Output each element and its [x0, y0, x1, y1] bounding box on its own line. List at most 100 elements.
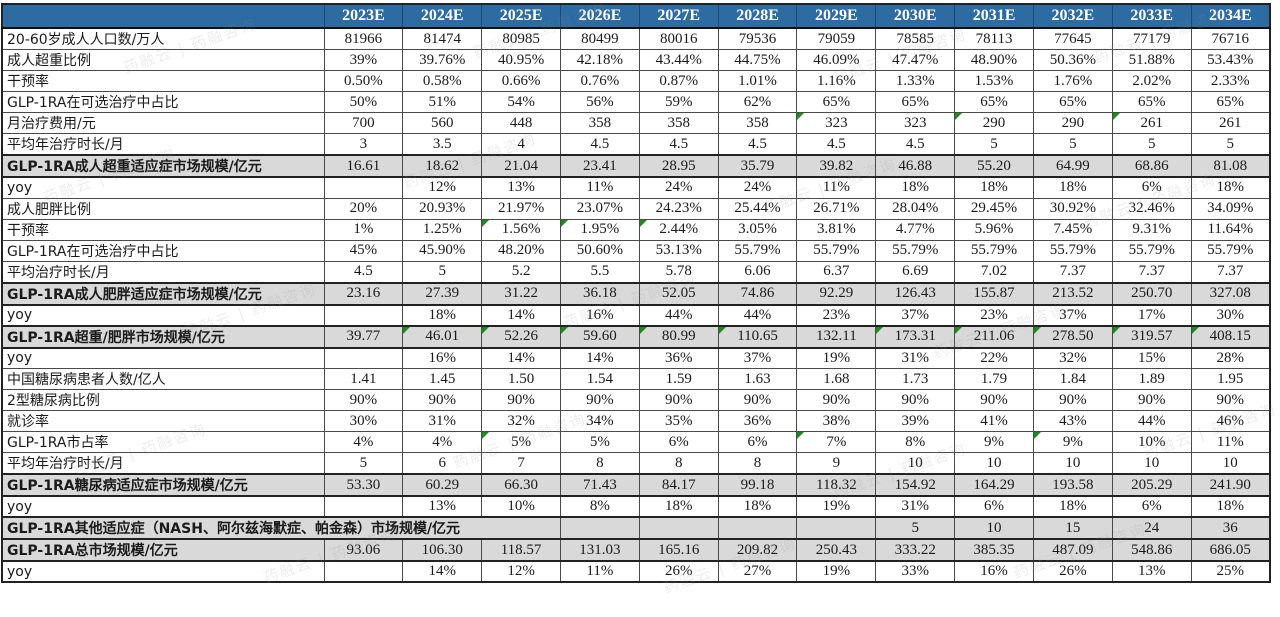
value-cell: 7.02 [954, 260, 1034, 283]
value-cell: 18% [875, 176, 956, 199]
year-column-header: 2028E [717, 3, 798, 29]
value-cell: 28.04% [875, 197, 956, 220]
value-cell: 10 [954, 516, 1034, 540]
value-cell: 1.95% [559, 218, 640, 241]
value-cell: 1.84 [1032, 368, 1113, 390]
value-cell: 90% [875, 389, 956, 411]
value-cell [559, 516, 640, 540]
value-cell: 12% [402, 176, 483, 199]
value-cell: 18% [638, 495, 719, 518]
value-cell: 14% [559, 347, 640, 369]
value-cell: 68.86 [1111, 154, 1192, 178]
value-cell: 34% [559, 410, 640, 432]
year-column-header: 2033E [1111, 3, 1192, 29]
row-label: GLP-1RA成人肥胖适应症市场规模/亿元 [1, 281, 325, 306]
value-cell: 90% [796, 389, 877, 411]
value-cell: 9% [954, 431, 1034, 453]
value-cell: 84.17 [638, 473, 719, 497]
value-cell: 110.65 [717, 324, 798, 349]
value-cell: 52.05 [638, 281, 719, 306]
value-cell: 4.5 [559, 133, 640, 156]
value-cell: 18% [1190, 495, 1271, 518]
value-cell: 1.54 [559, 368, 640, 390]
value-cell: 92.29 [796, 281, 877, 306]
green-corner-flag-icon [797, 113, 805, 120]
value-cell: 26% [638, 560, 719, 583]
value-cell: 24 [1111, 516, 1192, 540]
table-row: 平均年治疗时长/月 3 3.5 4 4.5 4.5 4.5 4.5 4.5 5 5 5 5 [1, 133, 1271, 156]
value-cell: 358 [559, 112, 640, 134]
green-corner-flag-icon [797, 432, 805, 439]
value-cell: 90% [954, 389, 1034, 411]
row-label: 干预率 [1, 218, 325, 241]
value-cell: 132.11 [796, 324, 877, 349]
row-label: GLP-1RA糖尿病适应症市场规模/亿元 [1, 473, 325, 497]
value-cell: 3.81% [796, 218, 877, 241]
value-cell: 20.93% [402, 197, 483, 220]
value-cell: 126.43 [875, 281, 956, 306]
year-column-header: 2024E [402, 3, 483, 29]
value-cell: 23% [954, 304, 1034, 326]
value-cell: 37% [875, 304, 956, 326]
value-cell: 10 [1190, 452, 1271, 475]
value-cell: 55.79% [717, 239, 798, 262]
value-cell: 14% [481, 304, 561, 326]
value-cell: 7% [796, 431, 877, 453]
year-column-header: 2034E [1190, 3, 1271, 29]
value-cell: 5.96% [954, 218, 1034, 241]
green-corner-flag-icon [876, 327, 884, 334]
value-cell: 78113 [954, 27, 1034, 50]
value-cell: 77179 [1111, 27, 1192, 50]
value-cell: 7.37 [1032, 260, 1113, 283]
row-label: 20-60岁成人人口数/万人 [1, 27, 325, 50]
value-cell: 5 [402, 260, 483, 283]
value-cell: 26.71% [796, 197, 877, 220]
value-cell [323, 347, 404, 369]
year-column-header: 2026E [559, 3, 640, 29]
value-cell: 10% [481, 495, 561, 518]
value-cell: 53.43% [1190, 49, 1271, 71]
value-cell: 1.76% [1032, 70, 1113, 92]
table-row: 就诊率 30% 31% 32% 34% 35% 36% 38% 39% 41% 43% 44% 46% [1, 410, 1271, 432]
value-cell: 39% [323, 49, 404, 71]
value-cell: 35% [638, 410, 719, 432]
value-cell: 50.60% [559, 239, 640, 262]
value-cell: 165.16 [638, 538, 719, 562]
value-cell: 65% [1111, 91, 1192, 113]
value-cell: 55.20 [954, 154, 1034, 178]
value-cell: 18% [954, 176, 1034, 199]
green-corner-flag-icon [955, 113, 963, 120]
value-cell: 164.29 [954, 473, 1034, 497]
value-cell: 7 [481, 452, 561, 475]
year-column-header: 2031E [954, 3, 1034, 29]
value-cell: 106.30 [402, 538, 483, 562]
row-label: GLP-1RA在可选治疗中占比 [1, 91, 325, 113]
value-cell: 19% [796, 347, 877, 369]
value-cell [717, 516, 798, 540]
value-cell: 52.26 [481, 324, 561, 349]
value-cell: 290 [1032, 112, 1113, 134]
value-cell: 250.43 [796, 538, 877, 562]
value-cell: 25.44% [717, 197, 798, 220]
value-cell: 78585 [875, 27, 956, 50]
value-cell: 0.87% [638, 70, 719, 92]
value-cell: 35.79 [717, 154, 798, 178]
value-cell: 42.18% [559, 49, 640, 71]
table-row: yoy 16% 14% 14% 36% 37% 19% 31% 22% 32% 15% 28% [1, 347, 1271, 369]
green-corner-flag-icon [1113, 327, 1120, 334]
value-cell: 13% [481, 176, 561, 199]
row-label: 2型糖尿病比例 [1, 389, 325, 411]
value-cell: 358 [717, 112, 798, 134]
row-label: GLP-1RA成人超重适应症市场规模/亿元 [1, 154, 325, 178]
table-row: GLP-1RA总市场规模/亿元 93.06 106.30 118.57 131.03 16… [1, 538, 1271, 562]
value-cell: 323 [796, 112, 877, 134]
value-cell: 24% [717, 176, 798, 199]
value-cell: 80.99 [638, 324, 719, 349]
value-cell: 1.33% [875, 70, 956, 92]
value-cell: 18% [1032, 176, 1113, 199]
year-column-header: 2027E [638, 3, 719, 29]
value-cell: 22% [954, 347, 1034, 369]
value-cell: 37% [1032, 304, 1113, 326]
value-cell: 3 [323, 133, 404, 156]
value-cell: 0.50% [323, 70, 404, 92]
